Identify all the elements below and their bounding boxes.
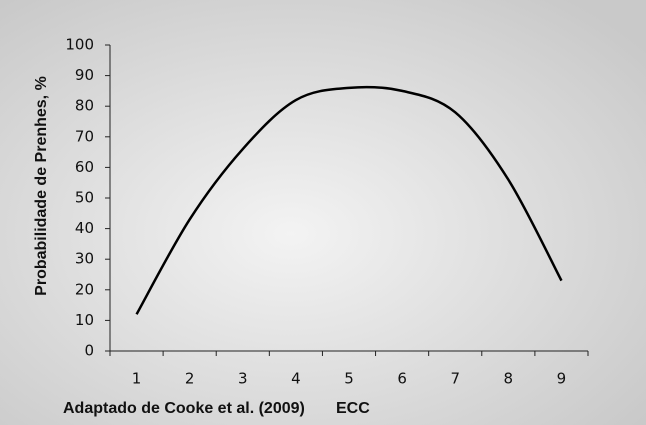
x-tick-label: 5	[344, 370, 354, 388]
x-tick-label: 3	[238, 370, 248, 388]
x-tick-label: 2	[185, 370, 195, 388]
x-tick-label: 4	[291, 370, 301, 388]
y-tick-label: 10	[75, 311, 94, 329]
data-line	[135, 85, 563, 315]
y-tick-label: 90	[75, 66, 94, 84]
x-axis-label: ECC	[336, 400, 370, 417]
y-tick-label: 20	[75, 280, 94, 298]
source-note: Adaptado de Cooke et al. (2009)	[63, 400, 305, 417]
y-axis-label: Probabilidade de Prenhes, %	[33, 76, 50, 296]
x-tick-label: 9	[557, 370, 567, 388]
x-tick-label: 6	[397, 370, 407, 388]
y-tick-label: 50	[75, 189, 94, 207]
y-tick-label: 100	[65, 36, 94, 54]
y-tick-label: 30	[75, 250, 94, 268]
x-tick-label: 1	[132, 370, 142, 388]
x-tick-label: 7	[450, 370, 460, 388]
x-tick-label: 8	[504, 370, 514, 388]
y-tick-label: 60	[75, 158, 94, 176]
y-tick-label: 40	[75, 219, 94, 237]
y-tick-label: 70	[75, 127, 94, 145]
y-tick-label: 0	[84, 342, 94, 360]
y-tick-label: 80	[75, 97, 94, 115]
